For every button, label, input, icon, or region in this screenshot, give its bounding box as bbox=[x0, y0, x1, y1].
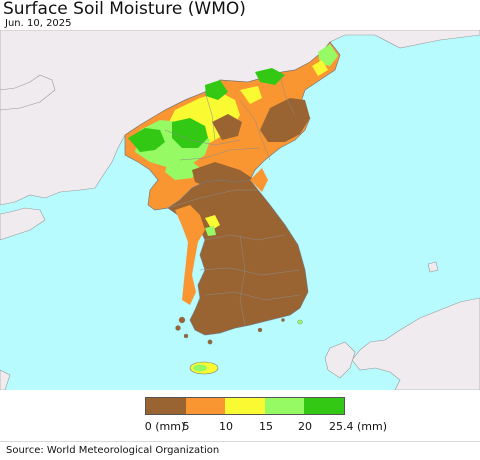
legend-tick-3: 15 bbox=[259, 420, 273, 433]
nk-green-northeast bbox=[255, 68, 285, 85]
nk-yellow-ne bbox=[312, 60, 328, 76]
legend-swatch-4 bbox=[304, 398, 344, 414]
nk-lightgreen-ne bbox=[318, 44, 338, 66]
legend-tick-4: 20 bbox=[298, 420, 312, 433]
legend-swatch-2 bbox=[225, 398, 265, 414]
islands bbox=[175, 316, 285, 345]
nk-green-zone-2 bbox=[172, 118, 208, 148]
source-credit: Source: World Meteorological Organizatio… bbox=[6, 445, 220, 456]
map-date: Jun. 10, 2025 bbox=[5, 18, 72, 29]
nk-east-coast-orange bbox=[250, 168, 268, 192]
legend-tick-0: 0 (mm) bbox=[144, 420, 186, 433]
nk-brown-center bbox=[212, 114, 242, 140]
sk-lightgreen-coast bbox=[205, 226, 216, 236]
japan-island bbox=[427, 261, 439, 273]
legend-swatch-3 bbox=[264, 398, 305, 414]
legend-color-bar bbox=[145, 397, 345, 415]
nk-green-north bbox=[205, 80, 228, 100]
china-south-coast bbox=[0, 369, 11, 390]
nk-green-zone bbox=[128, 128, 165, 152]
nk-yellow-mid bbox=[240, 86, 262, 104]
sk-yellow-coast bbox=[205, 215, 220, 230]
legend-tick-5: 25.4 (mm) bbox=[328, 420, 388, 433]
japan-kyushu bbox=[324, 341, 356, 379]
legend-tick-2: 10 bbox=[219, 420, 233, 433]
china-coast bbox=[0, 74, 56, 111]
jeju-green bbox=[193, 364, 207, 372]
south-korea bbox=[167, 179, 309, 336]
nk-brown-east bbox=[260, 98, 310, 142]
province-borders bbox=[164, 74, 301, 326]
map-title: Surface Soil Moisture (WMO) bbox=[3, 0, 246, 19]
japan-landmass bbox=[351, 297, 480, 390]
ulleung-island bbox=[297, 319, 303, 325]
footer-divider bbox=[0, 441, 480, 442]
legend-tick-1: 5 bbox=[182, 420, 190, 433]
shandong-peninsula bbox=[0, 207, 46, 241]
soil-moisture-map bbox=[0, 30, 480, 390]
nk-lightgreen-mid bbox=[165, 160, 200, 180]
legend-swatch-0 bbox=[146, 398, 186, 414]
sk-orange-west bbox=[175, 205, 205, 305]
legend-swatch-1 bbox=[185, 398, 226, 414]
